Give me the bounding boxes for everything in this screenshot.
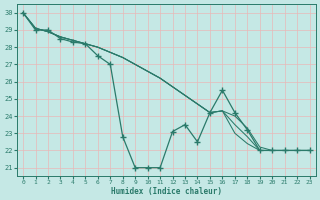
X-axis label: Humidex (Indice chaleur): Humidex (Indice chaleur) <box>111 187 222 196</box>
